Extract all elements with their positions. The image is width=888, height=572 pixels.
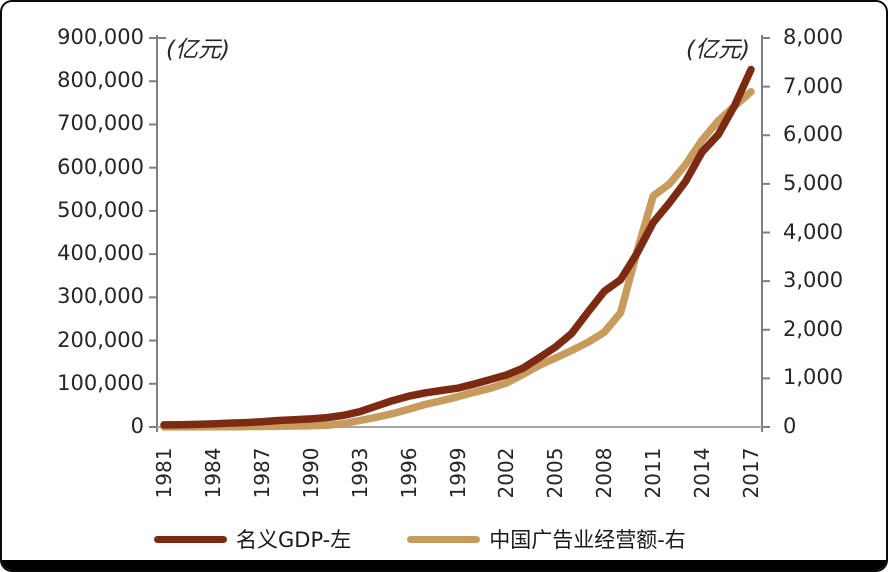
left-axis-unit-label: (亿元) — [166, 37, 230, 63]
right-axis-tick-label: 8,000 — [783, 25, 844, 49]
left-axis-tick-label: 100,000 — [57, 370, 144, 395]
x-axis-tick-label: 2008 — [592, 447, 617, 499]
left-axis-tick-label: 500,000 — [57, 197, 144, 222]
x-axis-tick-label: 2011 — [641, 447, 666, 499]
left-axis-tick-label: 400,000 — [57, 241, 144, 266]
left-axis-tick-label: 0 — [130, 414, 144, 438]
x-axis-tick-label: 1984 — [200, 447, 225, 499]
advertising-line — [160, 87, 755, 431]
gdp-legend-label: 名义GDP-左 — [236, 528, 352, 552]
left-axis-tick-label: 700,000 — [57, 111, 144, 136]
right-axis-tick-label: 5,000 — [783, 170, 844, 195]
right-axis-tick-label: 3,000 — [783, 268, 844, 293]
left-axis-tick-label: 900,000 — [57, 25, 144, 49]
x-axis-tick-label: 2005 — [543, 447, 568, 499]
x-axis-tick-label: 1996 — [396, 447, 421, 499]
advertising-legend-label: 中国广告业经营额-右 — [489, 528, 686, 552]
left-axis-tick-label: 600,000 — [57, 154, 144, 179]
gdp-line-legend-swatch — [154, 535, 227, 543]
left-axis-tick-label: 800,000 — [57, 68, 144, 93]
bottom-frame-bar — [2, 560, 886, 570]
right-axis-tick-label: 7,000 — [783, 73, 844, 98]
right-axis-tick-label: 6,000 — [783, 122, 844, 147]
x-axis-tick-label: 1981 — [152, 447, 176, 499]
x-axis-tick-label: 1999 — [445, 447, 470, 499]
x-axis-tick-label: 2002 — [494, 447, 519, 499]
gdp-line — [160, 65, 755, 429]
chart-legend: 名义GDP-左 中国广告业经营额-右 — [154, 524, 686, 554]
right-axis-tick-label: 2,000 — [783, 316, 844, 341]
x-axis-tick-label: 1990 — [298, 447, 323, 499]
left-axis-tick-label: 200,000 — [57, 327, 144, 352]
right-axis-tick-label: 4,000 — [783, 219, 844, 244]
x-axis-tick-label: 2017 — [739, 447, 763, 499]
advertising-line-legend-swatch — [407, 535, 481, 543]
right-axis-tick-label: 0 — [783, 414, 797, 438]
x-axis-tick-label: 1987 — [249, 447, 274, 499]
right-axis-unit-label: (亿元) — [686, 37, 750, 63]
left-axis-tick-label: 300,000 — [57, 284, 144, 309]
right-axis-tick-label: 1,000 — [783, 365, 844, 390]
x-axis-tick-label: 1993 — [347, 447, 372, 499]
x-axis-tick-label: 2014 — [690, 447, 715, 499]
